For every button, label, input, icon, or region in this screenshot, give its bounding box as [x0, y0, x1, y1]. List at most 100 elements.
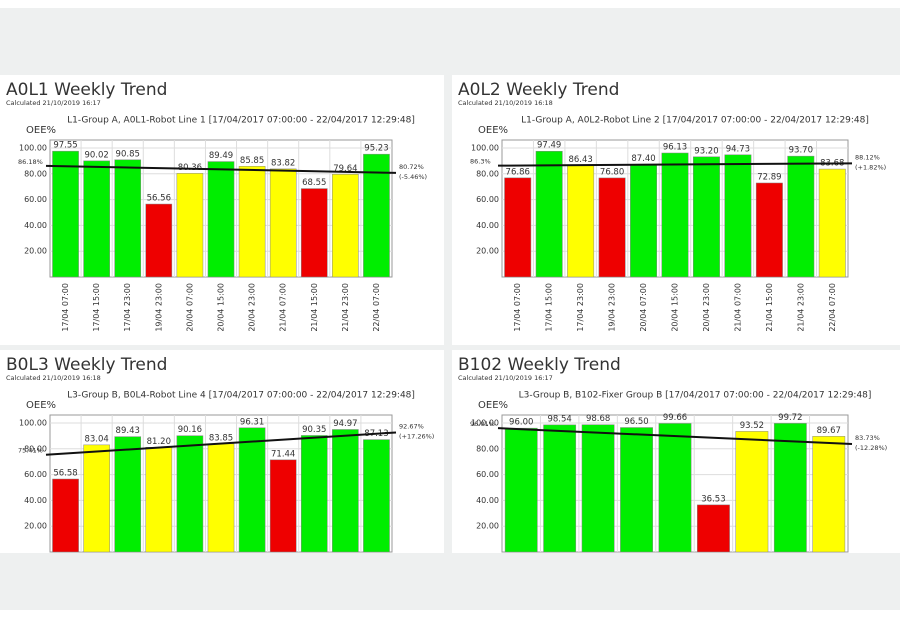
y-tick-label: 20.00 — [24, 247, 47, 256]
trend-line — [497, 162, 853, 167]
y-tick-label: 60.00 — [476, 195, 499, 204]
calculated-note: Calculated 21/10/2019 16:18 — [6, 374, 101, 382]
x-tick-label: 17/04 07:00 — [61, 283, 70, 332]
y-tick-label: 60.00 — [24, 470, 47, 479]
y-tick-label: 60.00 — [476, 470, 499, 479]
trend-end-label: 88.12% — [855, 153, 880, 161]
data-label: 87.40 — [631, 154, 655, 164]
y-tick-label: 40.00 — [24, 496, 47, 505]
y-tick-label: 40.00 — [476, 496, 499, 505]
trend-line — [45, 431, 397, 456]
data-label: 94.73 — [726, 144, 750, 154]
data-label: 83.04 — [84, 434, 108, 444]
calculated-note: Calculated 21/10/2019 16:17 — [6, 99, 101, 107]
bar — [773, 423, 807, 553]
trend-line — [497, 427, 853, 445]
bar — [658, 423, 692, 553]
data-label: 76.86 — [506, 167, 530, 177]
y-tick-label: 80.00 — [24, 444, 47, 453]
bar — [598, 177, 626, 278]
bar — [114, 436, 142, 553]
bar — [661, 152, 689, 278]
data-label: 96.31 — [240, 417, 264, 427]
bar — [238, 427, 266, 553]
data-label: 89.67 — [817, 426, 841, 436]
data-label: 56.58 — [53, 469, 77, 479]
x-tick-label: 17/04 07:00 — [513, 283, 522, 332]
y-tick-label: 100.00 — [19, 144, 47, 153]
data-label: 81.20 — [147, 437, 171, 447]
data-label: 96.50 — [624, 417, 648, 427]
x-tick-label: 21/04 23:00 — [341, 283, 350, 332]
bar — [114, 159, 142, 278]
x-tick-label: 21/04 07:00 — [279, 283, 288, 332]
y-axis-label: OEE% — [478, 125, 508, 136]
bar — [145, 203, 173, 278]
x-tick-label: 22/04 07:00 — [372, 283, 381, 332]
bar — [332, 429, 359, 553]
data-label: 97.49 — [537, 141, 561, 151]
data-label: 93.52 — [740, 421, 764, 431]
trend-end-label: 80.72% — [399, 163, 424, 171]
data-label: 98.54 — [547, 414, 571, 424]
bar — [176, 435, 204, 553]
trend-start-label: 86.18% — [18, 158, 43, 166]
panel-title: B102 Weekly Trend — [458, 355, 621, 375]
data-label: 83.85 — [209, 433, 233, 443]
bar — [269, 168, 297, 278]
bar — [787, 155, 815, 278]
panel-title: B0L3 Weekly Trend — [6, 355, 167, 375]
y-tick-label: 100.00 — [471, 144, 499, 153]
data-label: 90.16 — [178, 425, 202, 435]
x-tick-label: 21/04 15:00 — [310, 283, 319, 332]
data-label: 76.80 — [600, 167, 624, 177]
trend-change-label: (+1.82%) — [855, 163, 886, 171]
panel: A0L1 Weekly Trend Calculated 21/10/2019 1… — [0, 75, 444, 345]
y-tick-label: 20.00 — [476, 247, 499, 256]
y-tick-label: 100.00 — [471, 419, 499, 428]
x-tick-label: 20/04 07:00 — [185, 283, 194, 332]
bar — [504, 177, 532, 278]
chart-subtitle: L3-Group B, B0L4-Robot Line 4 [17/04/201… — [67, 391, 415, 401]
bar — [697, 504, 730, 553]
data-label: 89.43 — [116, 426, 140, 436]
bar — [83, 444, 110, 553]
data-label: 85.85 — [240, 156, 264, 166]
data-label: 36.53 — [701, 494, 725, 504]
data-label: 94.97 — [333, 419, 357, 429]
x-tick-label: 19/04 23:00 — [154, 283, 163, 332]
panel: A0L2 Weekly Trend Calculated 21/10/2019 1… — [452, 75, 900, 345]
data-label: 95.23 — [364, 144, 388, 154]
y-tick-label: 40.00 — [476, 221, 499, 230]
trend-start-label: 96.01% — [470, 420, 495, 428]
data-label: 89.49 — [209, 151, 233, 161]
bar — [363, 153, 390, 278]
x-tick-label: 17/04 15:00 — [92, 283, 101, 332]
data-label: 93.20 — [694, 146, 718, 156]
trend-change-label: (+17.26%) — [399, 432, 434, 440]
data-label: 99.72 — [778, 413, 802, 423]
data-label: 68.55 — [302, 178, 326, 188]
data-label: 83.82 — [271, 158, 295, 168]
bar — [812, 436, 846, 553]
bar — [735, 431, 769, 553]
data-label: 98.68 — [586, 414, 610, 424]
chart-subtitle: L1-Group A, A0L1-Robot Line 1 [17/04/201… — [67, 116, 415, 126]
data-label: 90.85 — [116, 149, 140, 159]
bar — [363, 439, 390, 553]
y-tick-label: 80.00 — [476, 169, 499, 178]
bar — [543, 424, 577, 553]
y-tick-label: 80.00 — [24, 169, 47, 178]
chart-subtitle: L1-Group A, A0L2-Robot Line 2 [17/04/201… — [521, 116, 869, 126]
x-tick-label: 21/04 23:00 — [796, 283, 805, 332]
panel: B0L3 Weekly Trend Calculated 21/10/2019 1… — [0, 350, 444, 553]
bar — [332, 174, 359, 278]
x-tick-label: 21/04 07:00 — [733, 283, 742, 332]
trend-end-label: 92.67% — [399, 422, 424, 430]
bar — [755, 182, 783, 278]
data-label: 97.55 — [53, 141, 77, 151]
